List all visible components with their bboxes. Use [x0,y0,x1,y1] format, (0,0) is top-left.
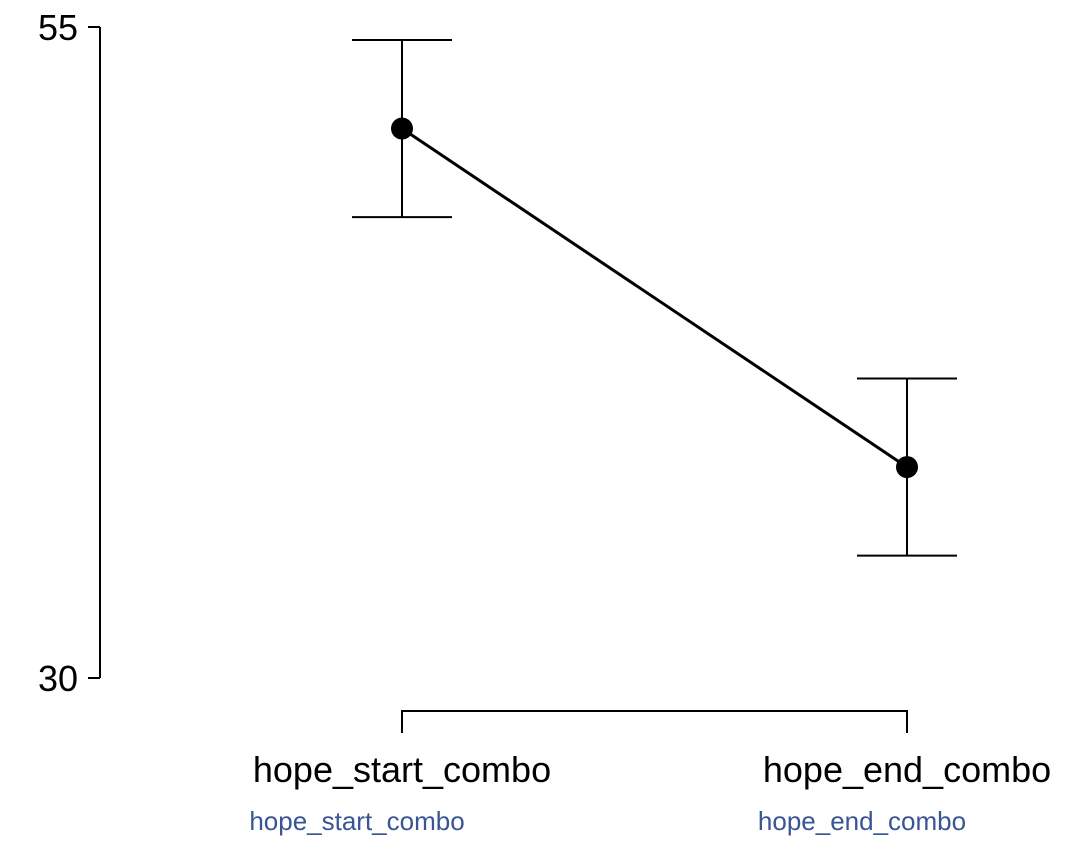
x-axis-bracket [401,710,908,733]
series-lines [401,127,908,469]
y-tick-label: 55 [38,7,78,48]
data-points [391,117,918,479]
secondary-label: hope_start_combo [249,806,464,836]
x-tick-label: hope_end_combo [763,749,1051,790]
series-line [401,127,908,469]
data-point [391,117,413,140]
x-tick-label: hope_start_combo [253,749,551,790]
labels: 55 30 hope_start_combo hope_end_combo hope_s… [38,7,1051,836]
y-tick-label: 30 [38,658,78,699]
secondary-label: hope_end_combo [758,806,966,836]
data-point [896,456,918,479]
axes [88,26,908,733]
